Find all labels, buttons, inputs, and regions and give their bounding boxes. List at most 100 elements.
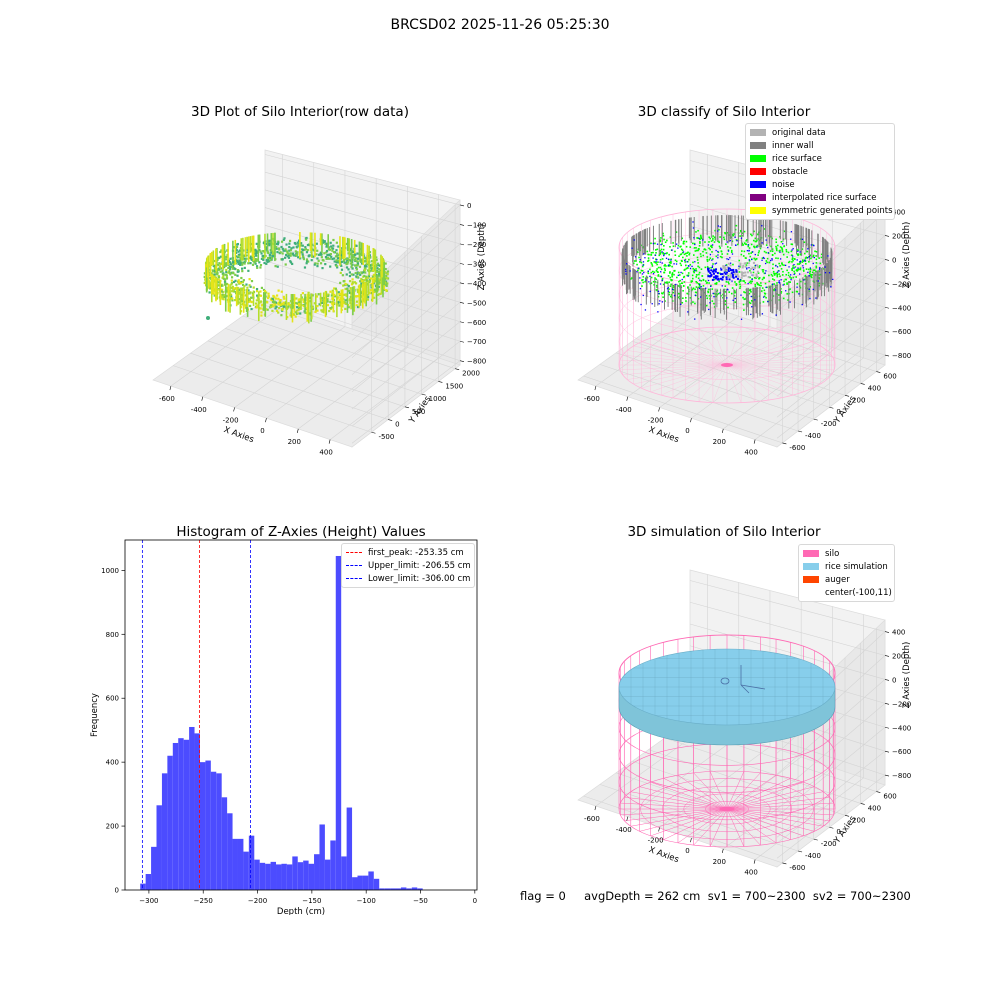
histogram-ytick-label: 800 xyxy=(106,631,119,639)
classify-rice-point xyxy=(818,284,820,287)
classify-noise-point xyxy=(735,270,738,273)
classify-rice-point xyxy=(696,274,698,276)
classify-rice-point xyxy=(707,291,710,294)
raw-xtick xyxy=(233,407,235,412)
classify-noise-point xyxy=(726,241,728,243)
raw-point xyxy=(304,248,308,251)
raw-point xyxy=(249,285,252,288)
classify-silo-floor-spoke xyxy=(672,364,728,399)
raw-point xyxy=(351,281,354,284)
raw-xtick-label: -600 xyxy=(159,395,175,403)
classify-noise-point xyxy=(710,285,712,288)
classify-original-point xyxy=(744,271,747,274)
classify-rice-point xyxy=(781,263,784,266)
raw-point xyxy=(282,307,285,310)
raw-point xyxy=(366,276,369,279)
classify-rice-point xyxy=(692,301,694,303)
raw-point xyxy=(276,250,279,254)
classify-noise-point xyxy=(774,289,777,291)
classify-noise-point xyxy=(748,250,750,252)
classify-rice-point xyxy=(675,231,678,233)
classify-rice-point xyxy=(668,293,671,296)
raw-point xyxy=(306,249,309,252)
classify-noise-point xyxy=(699,283,701,286)
classify-rice-point xyxy=(746,262,749,264)
classify-noise-point xyxy=(692,227,695,229)
classify-rice-point xyxy=(662,296,664,299)
classify-rice-point xyxy=(754,283,756,286)
raw-point xyxy=(240,300,243,303)
classify-noise-point xyxy=(775,265,777,267)
classify-noise-point xyxy=(707,244,710,246)
raw-ytick-label: 0 xyxy=(395,421,399,429)
cls-xtick xyxy=(753,439,756,444)
classify-noise-point xyxy=(790,278,792,281)
raw-point xyxy=(370,283,373,286)
classify-silo-floor-spoke xyxy=(726,329,769,366)
simulation-legend-item: silo xyxy=(799,547,894,560)
classify-noise-point xyxy=(709,272,712,275)
classify-noise-point xyxy=(726,271,729,274)
raw-point xyxy=(363,264,367,268)
classify-rice-point xyxy=(787,251,790,254)
raw-xtick xyxy=(328,439,331,444)
classify-rice-point xyxy=(736,243,739,246)
classify-noise-point xyxy=(648,281,650,283)
raw-point xyxy=(267,296,270,300)
classify-rice-point xyxy=(749,280,752,283)
raw-point xyxy=(307,291,310,294)
classify-noise-point xyxy=(661,251,663,253)
classify-noise-point xyxy=(762,256,765,259)
classify-noise-point xyxy=(824,272,827,274)
classify-rice-point xyxy=(763,250,766,253)
raw-point xyxy=(302,305,305,308)
raw-point xyxy=(345,273,348,276)
classify-rice-point xyxy=(696,281,698,284)
raw-point xyxy=(255,290,259,293)
classify-rice-point xyxy=(763,295,766,298)
cls-ytick xyxy=(860,383,865,385)
raw-point xyxy=(320,256,323,259)
classify-rice-point xyxy=(659,250,662,252)
classify-rice-point xyxy=(800,253,802,256)
classify-noise-point xyxy=(652,273,655,275)
classify-rice-point xyxy=(739,235,741,237)
raw-point xyxy=(348,258,351,262)
classify-rice-point xyxy=(647,257,650,259)
raw-point xyxy=(372,273,375,276)
raw-point xyxy=(301,253,304,256)
raw-ygrid xyxy=(207,340,406,408)
classify-rice-point xyxy=(694,250,697,252)
classify-rice-point xyxy=(710,266,712,269)
classify-noise-point xyxy=(756,246,758,248)
raw-point xyxy=(316,249,319,252)
raw-point xyxy=(325,249,329,253)
classify-rice-point xyxy=(682,256,684,259)
classify-rice-point xyxy=(776,282,778,284)
classify-noise-point xyxy=(810,244,813,246)
classify-rice-point xyxy=(674,259,677,262)
histogram-xtick-label: −50 xyxy=(413,897,428,905)
raw-point xyxy=(330,245,333,248)
raw-point xyxy=(378,264,381,267)
classify-rice-point xyxy=(708,288,710,291)
raw-point xyxy=(317,293,320,296)
raw-point xyxy=(324,242,327,245)
raw-point xyxy=(254,262,257,265)
classify-original-point xyxy=(750,267,753,270)
classify-rice-point xyxy=(677,285,680,287)
classify-noise-point xyxy=(687,275,689,277)
classify-rice-point xyxy=(658,254,661,257)
histogram-ytick-label: 200 xyxy=(106,823,119,831)
raw-point xyxy=(292,246,295,249)
classify-rice-point xyxy=(787,299,789,301)
classify-noise-point xyxy=(725,264,727,267)
classify-rice-point xyxy=(699,286,701,288)
classify-rice-point xyxy=(689,297,692,299)
classify-silo-floor-spoke xyxy=(622,355,728,366)
sim-xtick xyxy=(753,859,756,864)
cls-zlabel: Z Axies (Depth) xyxy=(902,222,912,289)
classify-noise-point xyxy=(631,247,633,249)
raw-point xyxy=(218,265,222,268)
classify-rice-point xyxy=(681,249,684,252)
